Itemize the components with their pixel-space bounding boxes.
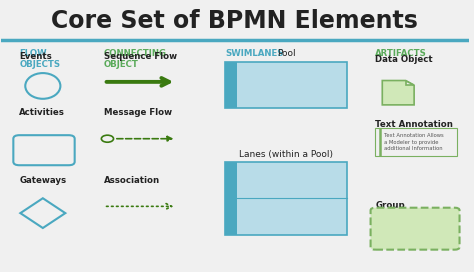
- FancyBboxPatch shape: [226, 162, 237, 235]
- FancyBboxPatch shape: [226, 162, 347, 235]
- Text: Data Object: Data Object: [375, 55, 433, 64]
- FancyBboxPatch shape: [226, 61, 237, 108]
- FancyBboxPatch shape: [375, 128, 457, 156]
- Text: Association: Association: [104, 176, 160, 185]
- Polygon shape: [406, 81, 414, 85]
- Text: Text Annotation: Text Annotation: [375, 120, 453, 129]
- Polygon shape: [20, 198, 65, 228]
- Text: Sequence Flow: Sequence Flow: [104, 52, 177, 61]
- Text: Lanes (within a Pool): Lanes (within a Pool): [239, 150, 333, 159]
- FancyBboxPatch shape: [371, 208, 459, 250]
- Text: Core Set of BPMN Elements: Core Set of BPMN Elements: [51, 9, 418, 33]
- Text: Pool: Pool: [277, 49, 296, 58]
- FancyBboxPatch shape: [13, 135, 75, 165]
- Text: Text Annotation Allows
a Modeler to provide
additional Information: Text Annotation Allows a Modeler to prov…: [383, 133, 444, 151]
- Text: Events: Events: [19, 52, 52, 61]
- Text: Gateways: Gateways: [19, 176, 66, 185]
- Text: FLOW
OBJECTS: FLOW OBJECTS: [19, 50, 61, 69]
- Text: Message Flow: Message Flow: [104, 109, 172, 118]
- Polygon shape: [383, 81, 414, 105]
- Text: Group: Group: [375, 201, 405, 210]
- Text: CONNECTING
OBJECT: CONNECTING OBJECT: [104, 50, 167, 69]
- FancyBboxPatch shape: [226, 61, 347, 108]
- Text: Activities: Activities: [19, 109, 65, 118]
- Ellipse shape: [25, 73, 60, 99]
- Text: SWIMLANES: SWIMLANES: [226, 50, 284, 58]
- Text: ARTIFACTS: ARTIFACTS: [375, 50, 427, 58]
